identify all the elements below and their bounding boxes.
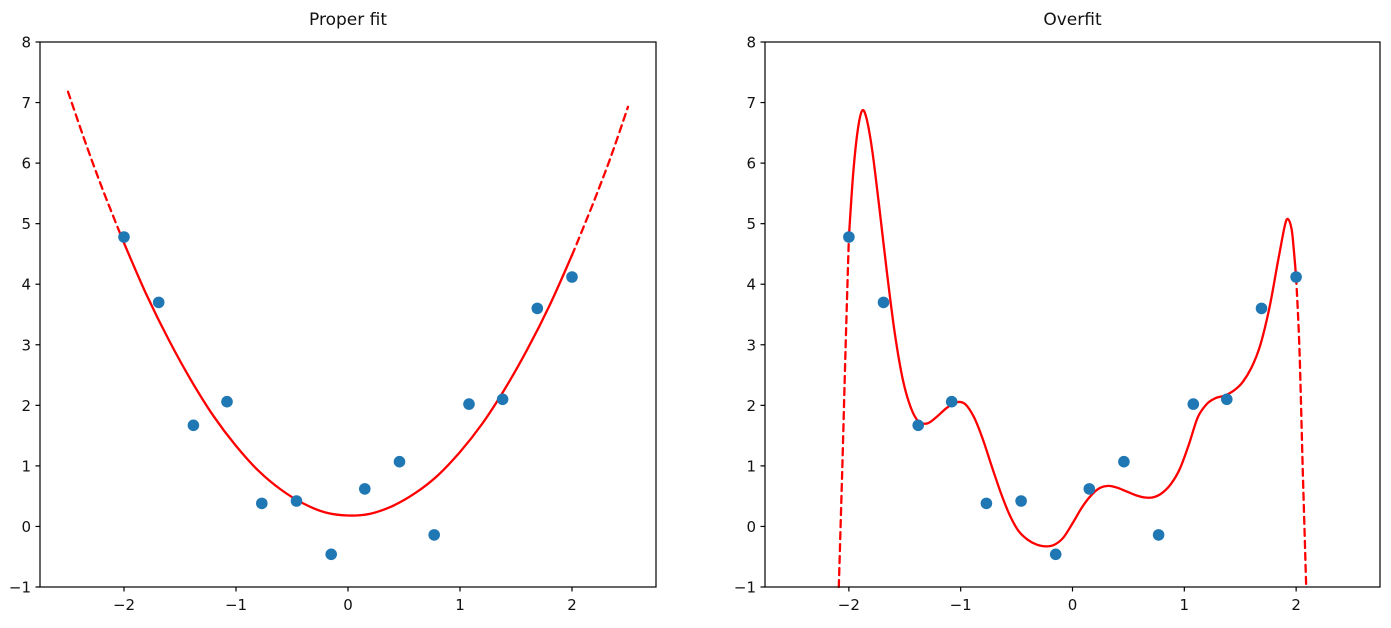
scatter-point: [428, 529, 441, 541]
scatter-point: [1290, 271, 1302, 283]
scatter-point: [1015, 495, 1027, 507]
scatter-point: [496, 393, 509, 406]
y-tick-label: 4: [21, 276, 31, 294]
scatter-point: [359, 483, 371, 495]
scatter-point: [945, 395, 958, 408]
scatter-point: [1152, 529, 1165, 541]
y-tick-label: −1: [9, 579, 31, 597]
y-tick-label: 5: [21, 215, 31, 233]
y-tick-label: 2: [21, 397, 31, 415]
x-tick-label: 1: [455, 596, 465, 614]
axes-frame: [39, 41, 657, 588]
scatter-point: [980, 497, 993, 510]
scatter-point: [325, 548, 338, 561]
y-tick-label: 1: [746, 457, 756, 475]
x-tick-label: −2: [838, 596, 860, 614]
fit-curve-solid: [847, 108, 1298, 548]
scatter-point: [912, 419, 924, 432]
scatter-point: [877, 296, 890, 309]
scatter-point: [1187, 398, 1200, 410]
scatter-point: [118, 231, 130, 243]
scatter-point: [187, 419, 200, 432]
y-tick-label: 7: [21, 94, 31, 112]
scatter-point: [1083, 483, 1096, 495]
scatter-point: [843, 231, 855, 243]
y-tick-label: 8: [21, 34, 31, 52]
scatter-point: [463, 398, 475, 410]
y-tick-label: 2: [746, 397, 756, 415]
fit-curve-dashed: [837, 235, 851, 589]
y-tick-label: 6: [21, 155, 31, 173]
y-tick-label: −1: [734, 579, 756, 597]
y-tick-label: 4: [746, 276, 756, 294]
scatter-point: [290, 495, 303, 507]
scatter-point: [1118, 455, 1130, 468]
y-tick-label: 3: [746, 336, 756, 354]
fit-curve-dashed: [1294, 275, 1308, 589]
scatter-point: [221, 395, 233, 408]
plot-title-overfit: Overfit: [1043, 10, 1102, 30]
x-tick-label: 2: [567, 596, 577, 614]
scatter-point: [152, 296, 165, 309]
fit-curve-dashed: [570, 105, 630, 257]
x-tick-label: 0: [1068, 596, 1078, 614]
y-tick-label: 0: [746, 518, 756, 536]
x-tick-label: −1: [950, 596, 972, 614]
y-tick-label: 5: [746, 215, 756, 233]
scatter-point: [1049, 548, 1062, 561]
scatter-point: [255, 497, 268, 510]
scatter-point: [1221, 393, 1233, 406]
x-tick-label: −2: [113, 596, 135, 614]
overfit-plot: −2 −1 0 1 2 −1 0 1 2 3 4 5 6 7 8: [734, 34, 1381, 614]
fit-curve-solid: [122, 241, 574, 517]
scatter-point: [531, 302, 544, 315]
scatter-point: [393, 455, 406, 468]
proper-fit-plot: −2 −1 0 1 2 −1 0 1 2 3 4 5 6 7 8: [9, 34, 657, 614]
y-tick-label: 8: [746, 34, 756, 52]
plot-title-proper-fit: Proper fit: [309, 10, 387, 30]
y-tick-label: 3: [21, 336, 31, 354]
x-tick-label: 0: [343, 596, 353, 614]
y-tick-label: 6: [746, 155, 756, 173]
y-tick-label: 1: [21, 457, 31, 475]
scatter-point: [566, 271, 578, 283]
y-tick-label: 7: [746, 94, 756, 112]
x-tick-label: 2: [1291, 596, 1301, 614]
scatter-point: [1255, 302, 1268, 315]
x-tick-label: 1: [1180, 596, 1190, 614]
y-tick-label: 0: [21, 518, 31, 536]
fit-curve-dashed: [66, 90, 126, 245]
x-tick-label: −1: [225, 596, 247, 614]
axes-frame: [764, 41, 1381, 588]
